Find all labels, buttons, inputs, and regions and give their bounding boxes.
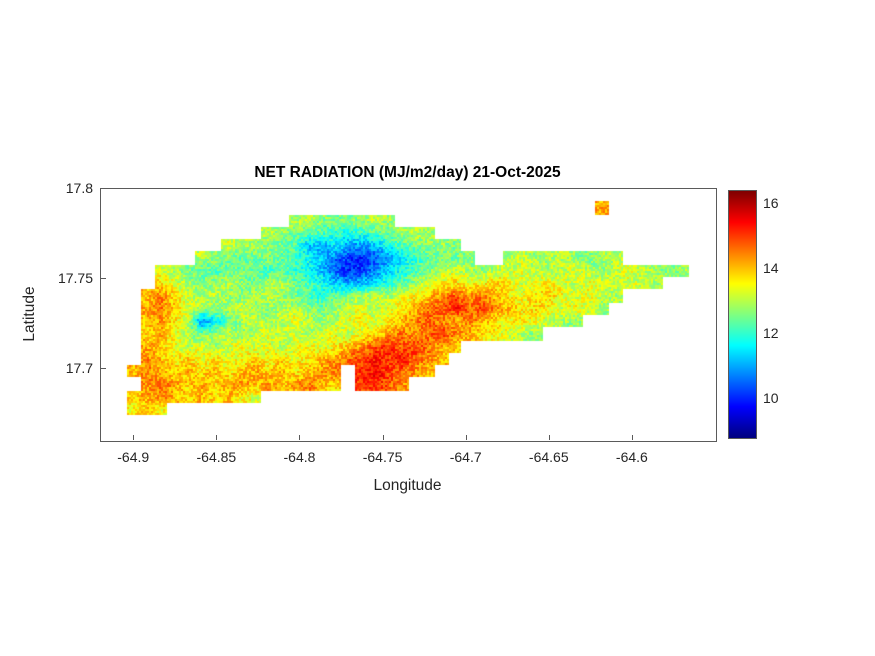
x-tick-label: -64.8 (283, 449, 316, 465)
x-tick-mark (299, 435, 301, 440)
x-tick-label: -64.9 (117, 449, 150, 465)
chart-title: NET RADIATION (MJ/m2/day) 21-Oct-2025 (254, 164, 561, 181)
y-tick-mark (101, 368, 106, 369)
colorbar-canvas (729, 191, 756, 438)
colorbar-tick-label: 16 (763, 195, 779, 211)
x-tick-label: -64.85 (196, 449, 237, 465)
plot-area (100, 188, 717, 442)
colorbar-tick-label: 10 (763, 390, 779, 406)
x-tick-mark (133, 435, 135, 440)
y-axis-label: Latitude (21, 286, 38, 342)
x-tick-mark (216, 435, 218, 440)
y-tick-label: 17.7 (65, 360, 93, 376)
colorbar-tick-label: 14 (763, 260, 779, 276)
heatmap-canvas (101, 189, 716, 441)
x-tick-mark (548, 435, 550, 440)
colorbar-tick-label: 12 (763, 325, 779, 341)
y-tick-label: 17.75 (57, 270, 93, 286)
x-tick-mark (382, 435, 384, 440)
x-tick-label: -64.7 (449, 449, 482, 465)
x-tick-label: -64.75 (362, 449, 403, 465)
x-tick-mark (465, 435, 467, 440)
x-tick-mark (631, 435, 633, 440)
y-tick-mark (101, 278, 106, 279)
x-tick-label: -64.65 (528, 449, 569, 465)
x-tick-label: -64.6 (615, 449, 648, 465)
x-axis-label: Longitude (373, 477, 442, 494)
y-tick-label: 17.8 (65, 180, 93, 196)
y-tick-mark (101, 188, 106, 189)
colorbar (728, 190, 757, 439)
